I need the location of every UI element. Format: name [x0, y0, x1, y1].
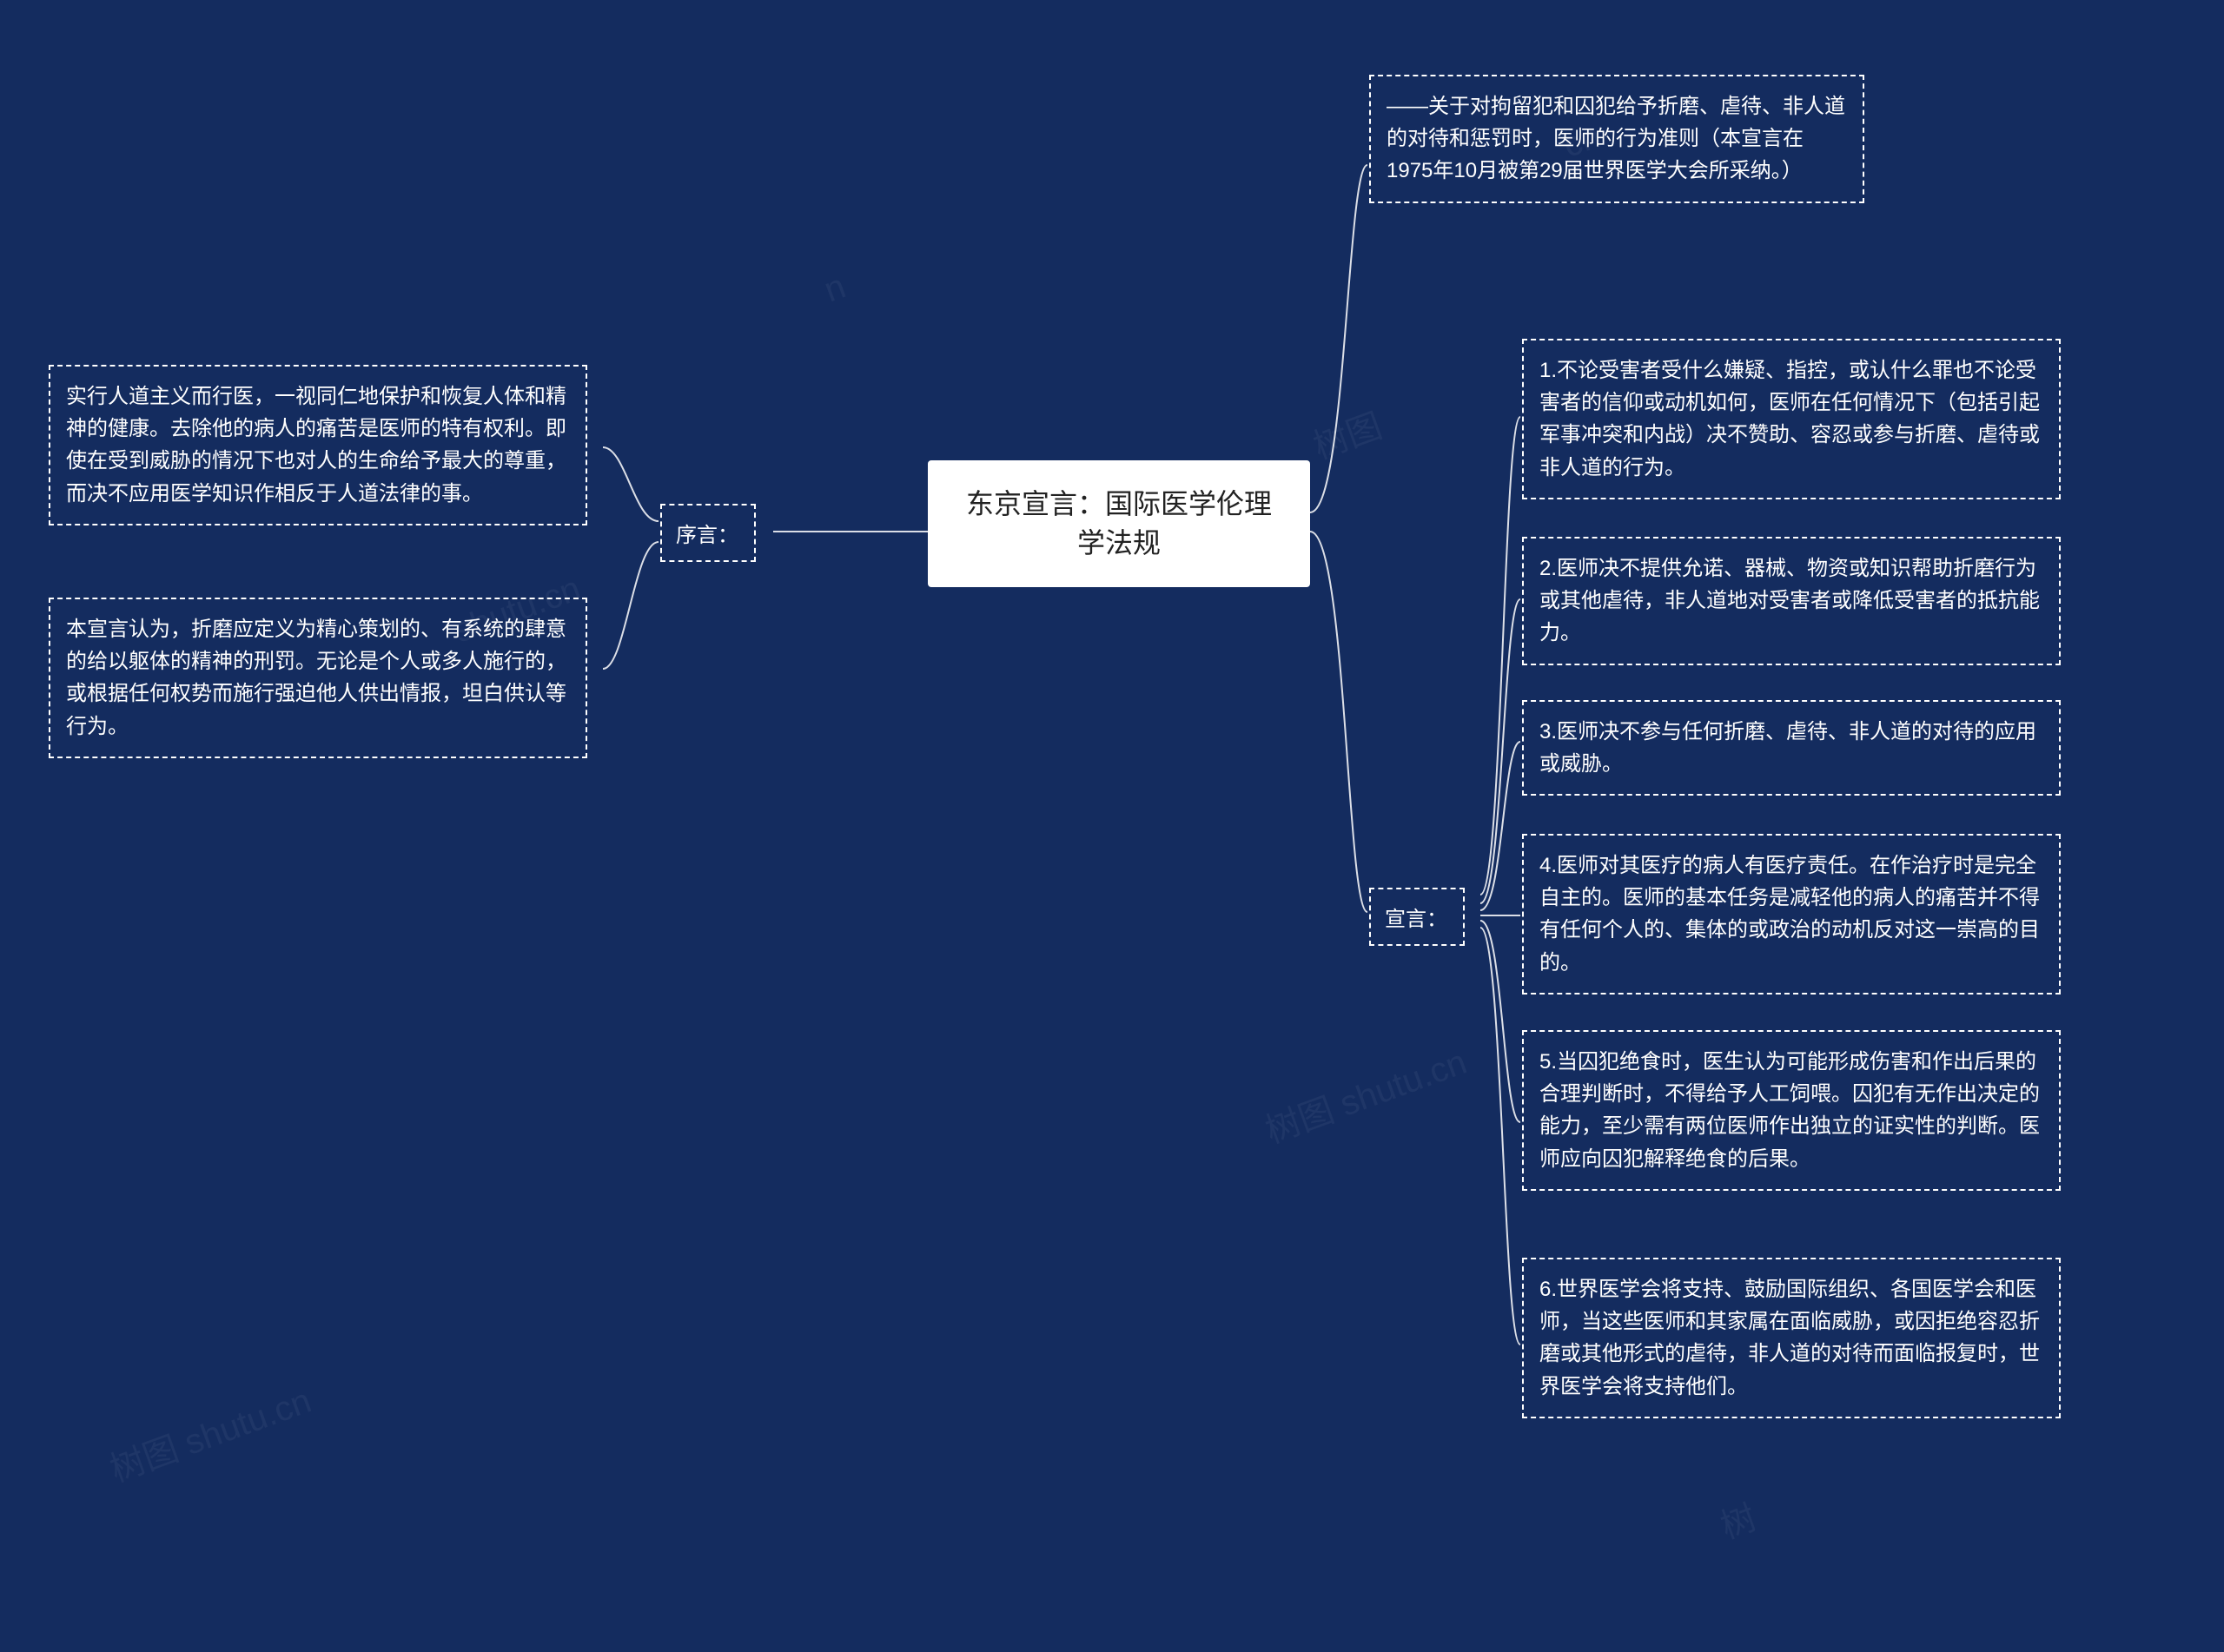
right-item: 6.世界医学会将支持、鼓励国际组织、各国医学会和医师，当这些医师和其家属在面临威…: [1522, 1258, 2061, 1418]
watermark: 树图: [1305, 398, 1387, 469]
right-item: 4.医师对其医疗的病人有医疗责任。在作治疗时是完全自主的。医师的基本任务是减轻他…: [1522, 834, 2061, 995]
watermark: n: [819, 268, 851, 311]
center-node: 东京宣言：国际医学伦理学法规: [928, 460, 1310, 587]
right-item: 5.当囚犯绝食时，医生认为可能形成伤害和作出后果的合理判断时，不得给予人工饲喂。…: [1522, 1030, 2061, 1191]
watermark: 树: [1712, 1490, 1762, 1549]
right-preamble: ——关于对拘留犯和囚犯给予折磨、虐待、非人道的对待和惩罚时，医师的行为准则（本宣…: [1369, 75, 1864, 203]
left-item: 本宣言认为，折磨应定义为精心策划的、有系统的肆意的给以躯体的精神的刑罚。无论是个…: [49, 598, 587, 758]
right-item: 2.医师决不提供允诺、器械、物资或知识帮助折磨行为或其他虐待，非人道地对受害者或…: [1522, 537, 2061, 665]
watermark: 树图 shutu.cn: [102, 1372, 317, 1491]
right-branch-label: 宣言：: [1369, 888, 1465, 946]
watermark: 树图 shutu.cn: [1257, 1034, 1473, 1153]
right-item: 3.医师决不参与任何折磨、虐待、非人道的对待的应用或威胁。: [1522, 700, 2061, 796]
right-item: 1.不论受害者受什么嫌疑、指控，或认什么罪也不论受害者的信仰或动机如何，医师在任…: [1522, 339, 2061, 499]
left-item: 实行人道主义而行医，一视同仁地保护和恢复人体和精神的健康。去除他的病人的痛苦是医…: [49, 365, 587, 525]
left-branch-label: 序言：: [660, 504, 756, 562]
